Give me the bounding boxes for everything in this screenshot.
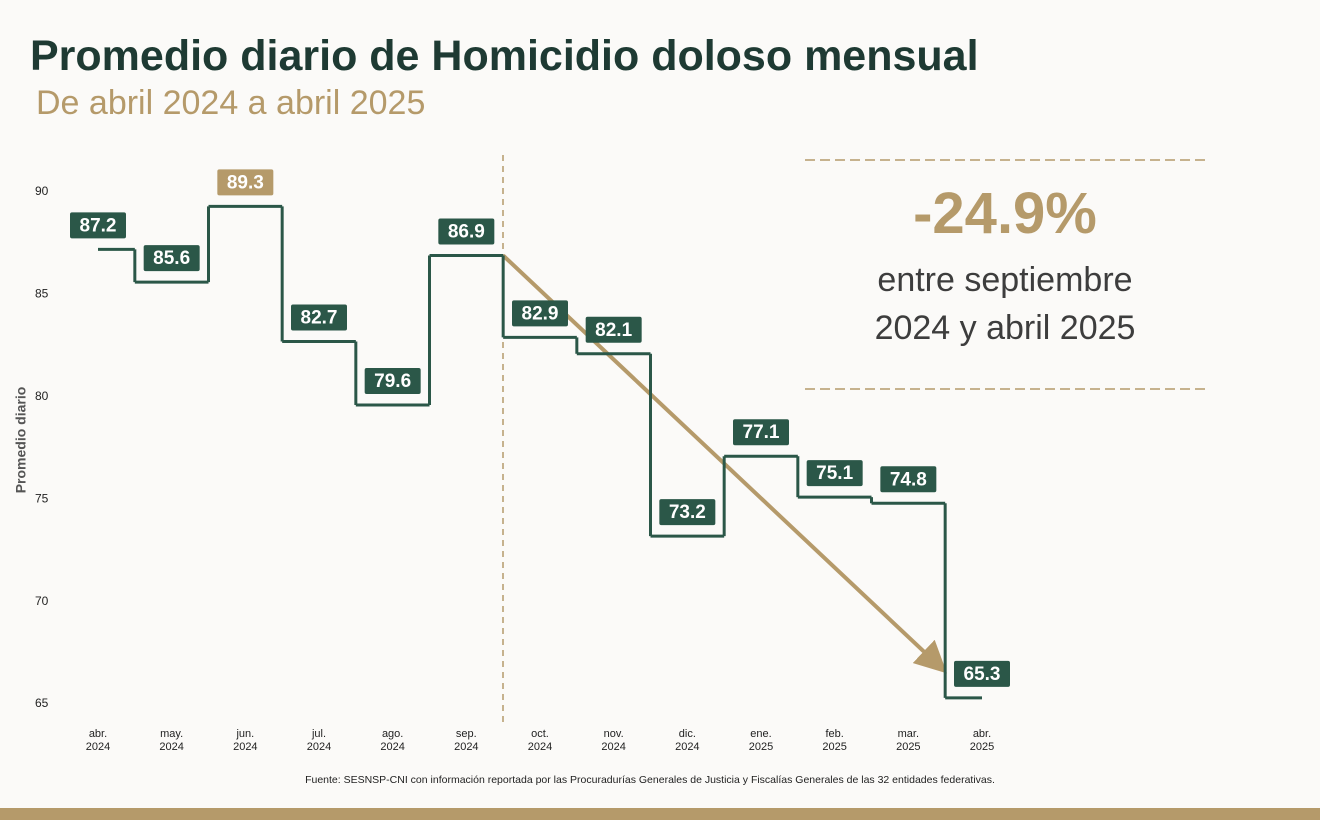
value-label: 85.6: [153, 248, 190, 269]
x-tick-label: abr. 2025: [969, 728, 995, 753]
value-label-box: [733, 419, 789, 446]
x-tick-label: may. 2024: [159, 728, 184, 753]
x-tick-label: oct. 2024: [527, 728, 553, 753]
value-label-box: [806, 460, 863, 487]
trend-arrow: [501, 254, 947, 674]
value-label: 82.7: [301, 308, 338, 329]
x-tick-label: sep. 2024: [454, 728, 479, 753]
value-label-box: [954, 660, 1010, 687]
value-label: 82.9: [522, 303, 559, 324]
x-tick-label: abr. 2024: [85, 728, 111, 753]
x-tick-label: mar. 2025: [896, 728, 921, 753]
x-tick-label: ene. 2025: [748, 728, 774, 753]
y-axis-label: Promedio diario: [13, 387, 29, 494]
value-label: 79.6: [374, 371, 411, 392]
value-label-box: [880, 466, 937, 493]
value-label: 73.2: [669, 502, 706, 523]
value-label-box: [364, 367, 421, 394]
y-tick-label: 80: [35, 389, 49, 403]
y-tick-label: 75: [35, 491, 49, 505]
annotation-text: entre septiembre 2024 y abril 2025: [874, 261, 1136, 347]
value-label-box: [585, 316, 642, 343]
value-label: 65.3: [964, 664, 1001, 685]
value-label: 75.1: [816, 463, 853, 484]
value-label-box: [70, 212, 126, 239]
value-label: 86.9: [448, 222, 485, 243]
y-tick-label: 85: [35, 287, 49, 301]
value-label-box: [143, 245, 200, 272]
value-label: 82.1: [595, 320, 632, 341]
value-label: 87.2: [80, 215, 117, 236]
value-label: 89.3: [227, 172, 264, 193]
value-label-box: [217, 169, 274, 196]
y-tick-label: 65: [35, 696, 49, 710]
title: Promedio diario de Homicidio doloso mens…: [30, 32, 979, 80]
value-label-box: [291, 304, 347, 331]
x-tick-label: jul. 2024: [306, 728, 332, 753]
x-tick-label: nov. 2024: [601, 728, 626, 753]
value-label: 74.8: [890, 469, 927, 490]
x-tick-label: feb. 2025: [822, 728, 847, 753]
value-label-box: [512, 300, 568, 327]
x-tick-label: jun. 2024: [233, 728, 258, 753]
subtitle: De abril 2024 a abril 2025: [36, 84, 426, 122]
x-tick-label: ago. 2024: [380, 728, 405, 753]
value-label-box: [438, 218, 495, 245]
footer-bar: [0, 808, 1320, 820]
x-tick-label: dic. 2024: [675, 728, 700, 753]
y-tick-label: 90: [35, 184, 49, 198]
value-label-box: [659, 499, 716, 526]
value-label: 77.1: [743, 422, 780, 443]
annotation-value: -24.9%: [913, 181, 1097, 246]
source: Fuente: SESNSP-CNI con información repor…: [305, 774, 995, 786]
y-tick-label: 70: [35, 594, 49, 608]
